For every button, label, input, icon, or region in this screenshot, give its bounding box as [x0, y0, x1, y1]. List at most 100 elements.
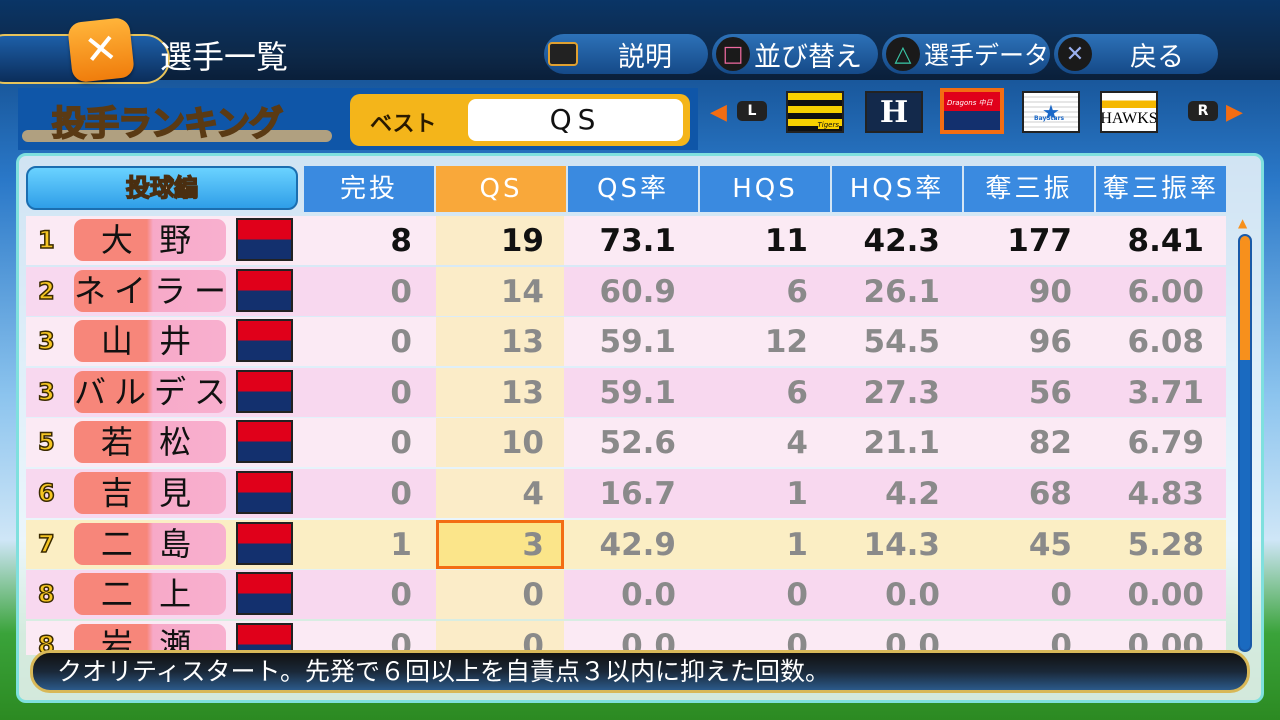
- stat-cell: 0: [786, 627, 808, 655]
- stat-cell: 6: [786, 374, 808, 411]
- dragons-logo: [236, 268, 293, 312]
- rank: 7: [37, 529, 55, 559]
- help-button[interactable]: 説明: [544, 34, 708, 74]
- best-stat-value[interactable]: QS: [468, 99, 683, 141]
- stat-cell: 59.1: [599, 324, 677, 361]
- back-label: 戻る: [1130, 41, 1184, 73]
- description-bar: クオリティスタート。先発で６回以上を自責点３以内に抑えた回数。: [30, 650, 1250, 693]
- table-row[interactable]: 8 二 上 0 0 0.0 0 0.0 0 0.00: [26, 570, 1226, 620]
- stat-cell: 68: [1028, 476, 1072, 512]
- player-name: 若 松: [74, 421, 226, 464]
- scrollbar-thumb[interactable]: [1240, 236, 1250, 361]
- stat-cell: 8: [390, 223, 412, 259]
- scroll-up-icon[interactable]: ▲: [1238, 216, 1248, 230]
- rank: 5: [37, 428, 55, 458]
- stat-cell: 8.41: [1127, 223, 1205, 259]
- table-row[interactable]: 1 大 野 8 19 73.1 11 42.3 177 8.41: [26, 216, 1226, 265]
- stat-cell: 1: [786, 476, 808, 512]
- team-dragons-selected[interactable]: Dragons 中日: [940, 88, 1004, 134]
- title-underline: [22, 130, 332, 142]
- crossed-bats-icon: ✕: [67, 16, 135, 84]
- column-header[interactable]: 完投: [304, 166, 434, 212]
- player-name: 二 島: [74, 522, 226, 565]
- table-row[interactable]: 3 バルデス 0 13 59.1 6 27.3 56 3.71: [26, 367, 1226, 417]
- table-row[interactable]: 8 岩 瀬 0 0 0.0 0 0.0 0 0.00: [26, 620, 1226, 655]
- stat-cell: 0: [390, 273, 412, 310]
- dragons-logo: [236, 622, 293, 655]
- r-button[interactable]: R: [1188, 101, 1218, 121]
- stat-cell: 21.1: [863, 425, 941, 462]
- stat-cell: 0: [1050, 627, 1072, 655]
- table-row[interactable]: 2 ネイラー 0 14 60.9 6 26.1 90 6.00: [26, 266, 1226, 316]
- stat-cell: 26.1: [863, 273, 941, 310]
- stat-cell: 12: [764, 324, 808, 361]
- column-header[interactable]: 奪三振率: [1096, 166, 1226, 212]
- player-name: 山 井: [74, 320, 226, 363]
- rank: 3: [37, 377, 55, 407]
- column-header[interactable]: QS率: [568, 166, 698, 212]
- stat-cell: 1: [390, 526, 412, 563]
- stat-cell: 0: [390, 425, 412, 462]
- dragons-logo: [236, 369, 293, 413]
- rank: 2: [37, 276, 55, 306]
- stat-cell: 45: [1028, 526, 1072, 563]
- rank: 1: [37, 225, 55, 255]
- stat-cell: 42.3: [863, 223, 941, 259]
- team-hawks[interactable]: HAWKS: [1100, 91, 1158, 133]
- category-tab[interactable]: 投球編: [26, 166, 298, 210]
- table-row[interactable]: 3 山 井 0 13 59.1 12 54.5 96 6.08: [26, 317, 1226, 367]
- stat-cell: 14.3: [863, 526, 941, 563]
- stat-cell: 4.83: [1127, 476, 1205, 512]
- player-name: 大 野: [74, 219, 226, 261]
- stat-cell: 59.1: [599, 374, 677, 411]
- sort-button[interactable]: □ 並び替え: [712, 34, 878, 74]
- team-fighters[interactable]: H: [865, 91, 923, 133]
- dragons-logo: [236, 319, 293, 363]
- player-data-label: 選手データ: [924, 41, 1050, 70]
- stat-cell: 0: [390, 324, 412, 361]
- touchpad-icon: [548, 42, 578, 66]
- table-row[interactable]: 5 若 松 0 10 52.6 4 21.1 82 6.79: [26, 418, 1226, 468]
- table-row[interactable]: 6 吉 見 0 4 16.7 1 4.2 68 4.83: [26, 469, 1226, 518]
- cross-icon: ✕: [1058, 37, 1092, 71]
- player-name: 吉 見: [74, 472, 226, 514]
- team-baystars[interactable]: ★ BayStars: [1022, 91, 1080, 133]
- best-label: ベスト: [370, 112, 437, 137]
- stat-cell: 0: [436, 570, 564, 620]
- dragons-logo: [236, 420, 293, 464]
- left-arrow-icon[interactable]: ◀: [710, 100, 727, 125]
- stat-cell: 3: [436, 519, 564, 569]
- back-button[interactable]: ✕ 戻る: [1054, 34, 1218, 74]
- player-name: ネイラー: [74, 269, 235, 312]
- stat-cell: 6.79: [1127, 425, 1205, 462]
- stat-cell: 177: [1007, 223, 1072, 259]
- player-name: バルデス: [74, 370, 235, 413]
- table-row[interactable]: 7 二 島 1 3 42.9 1 14.3 45 5.28: [26, 519, 1226, 569]
- stat-cell: 10: [436, 418, 564, 468]
- square-icon: □: [716, 37, 750, 71]
- scrollbar[interactable]: [1238, 234, 1252, 652]
- column-header[interactable]: 奪三振: [964, 166, 1094, 212]
- stat-cell: 0: [1050, 577, 1072, 614]
- column-header[interactable]: QS: [436, 166, 566, 212]
- team-tigers[interactable]: Tigers: [786, 91, 844, 133]
- player-name: 二 上: [74, 573, 226, 616]
- stat-cell: 0: [390, 374, 412, 411]
- player-data-button[interactable]: △ 選手データ: [882, 34, 1050, 74]
- stat-cell: 4: [436, 469, 564, 518]
- right-arrow-icon[interactable]: ▶: [1226, 100, 1243, 125]
- player-name: 岩 瀬: [74, 623, 226, 655]
- dragons-logo-text: Dragons 中日: [947, 99, 993, 107]
- stat-cell: 0.0: [621, 577, 676, 614]
- stat-cell: 0: [390, 476, 412, 512]
- baystars-logo-text: BayStars: [1034, 115, 1065, 122]
- stat-cell: 56: [1028, 374, 1072, 411]
- rank: 3: [37, 326, 55, 356]
- stat-cell: 14: [436, 266, 564, 316]
- stat-cell: 6.00: [1127, 273, 1205, 310]
- l-button[interactable]: L: [737, 101, 767, 121]
- column-header[interactable]: HQS率: [832, 166, 962, 212]
- stat-cell: 96: [1028, 324, 1072, 361]
- column-header[interactable]: HQS: [700, 166, 830, 212]
- stat-cell: 0: [786, 577, 808, 614]
